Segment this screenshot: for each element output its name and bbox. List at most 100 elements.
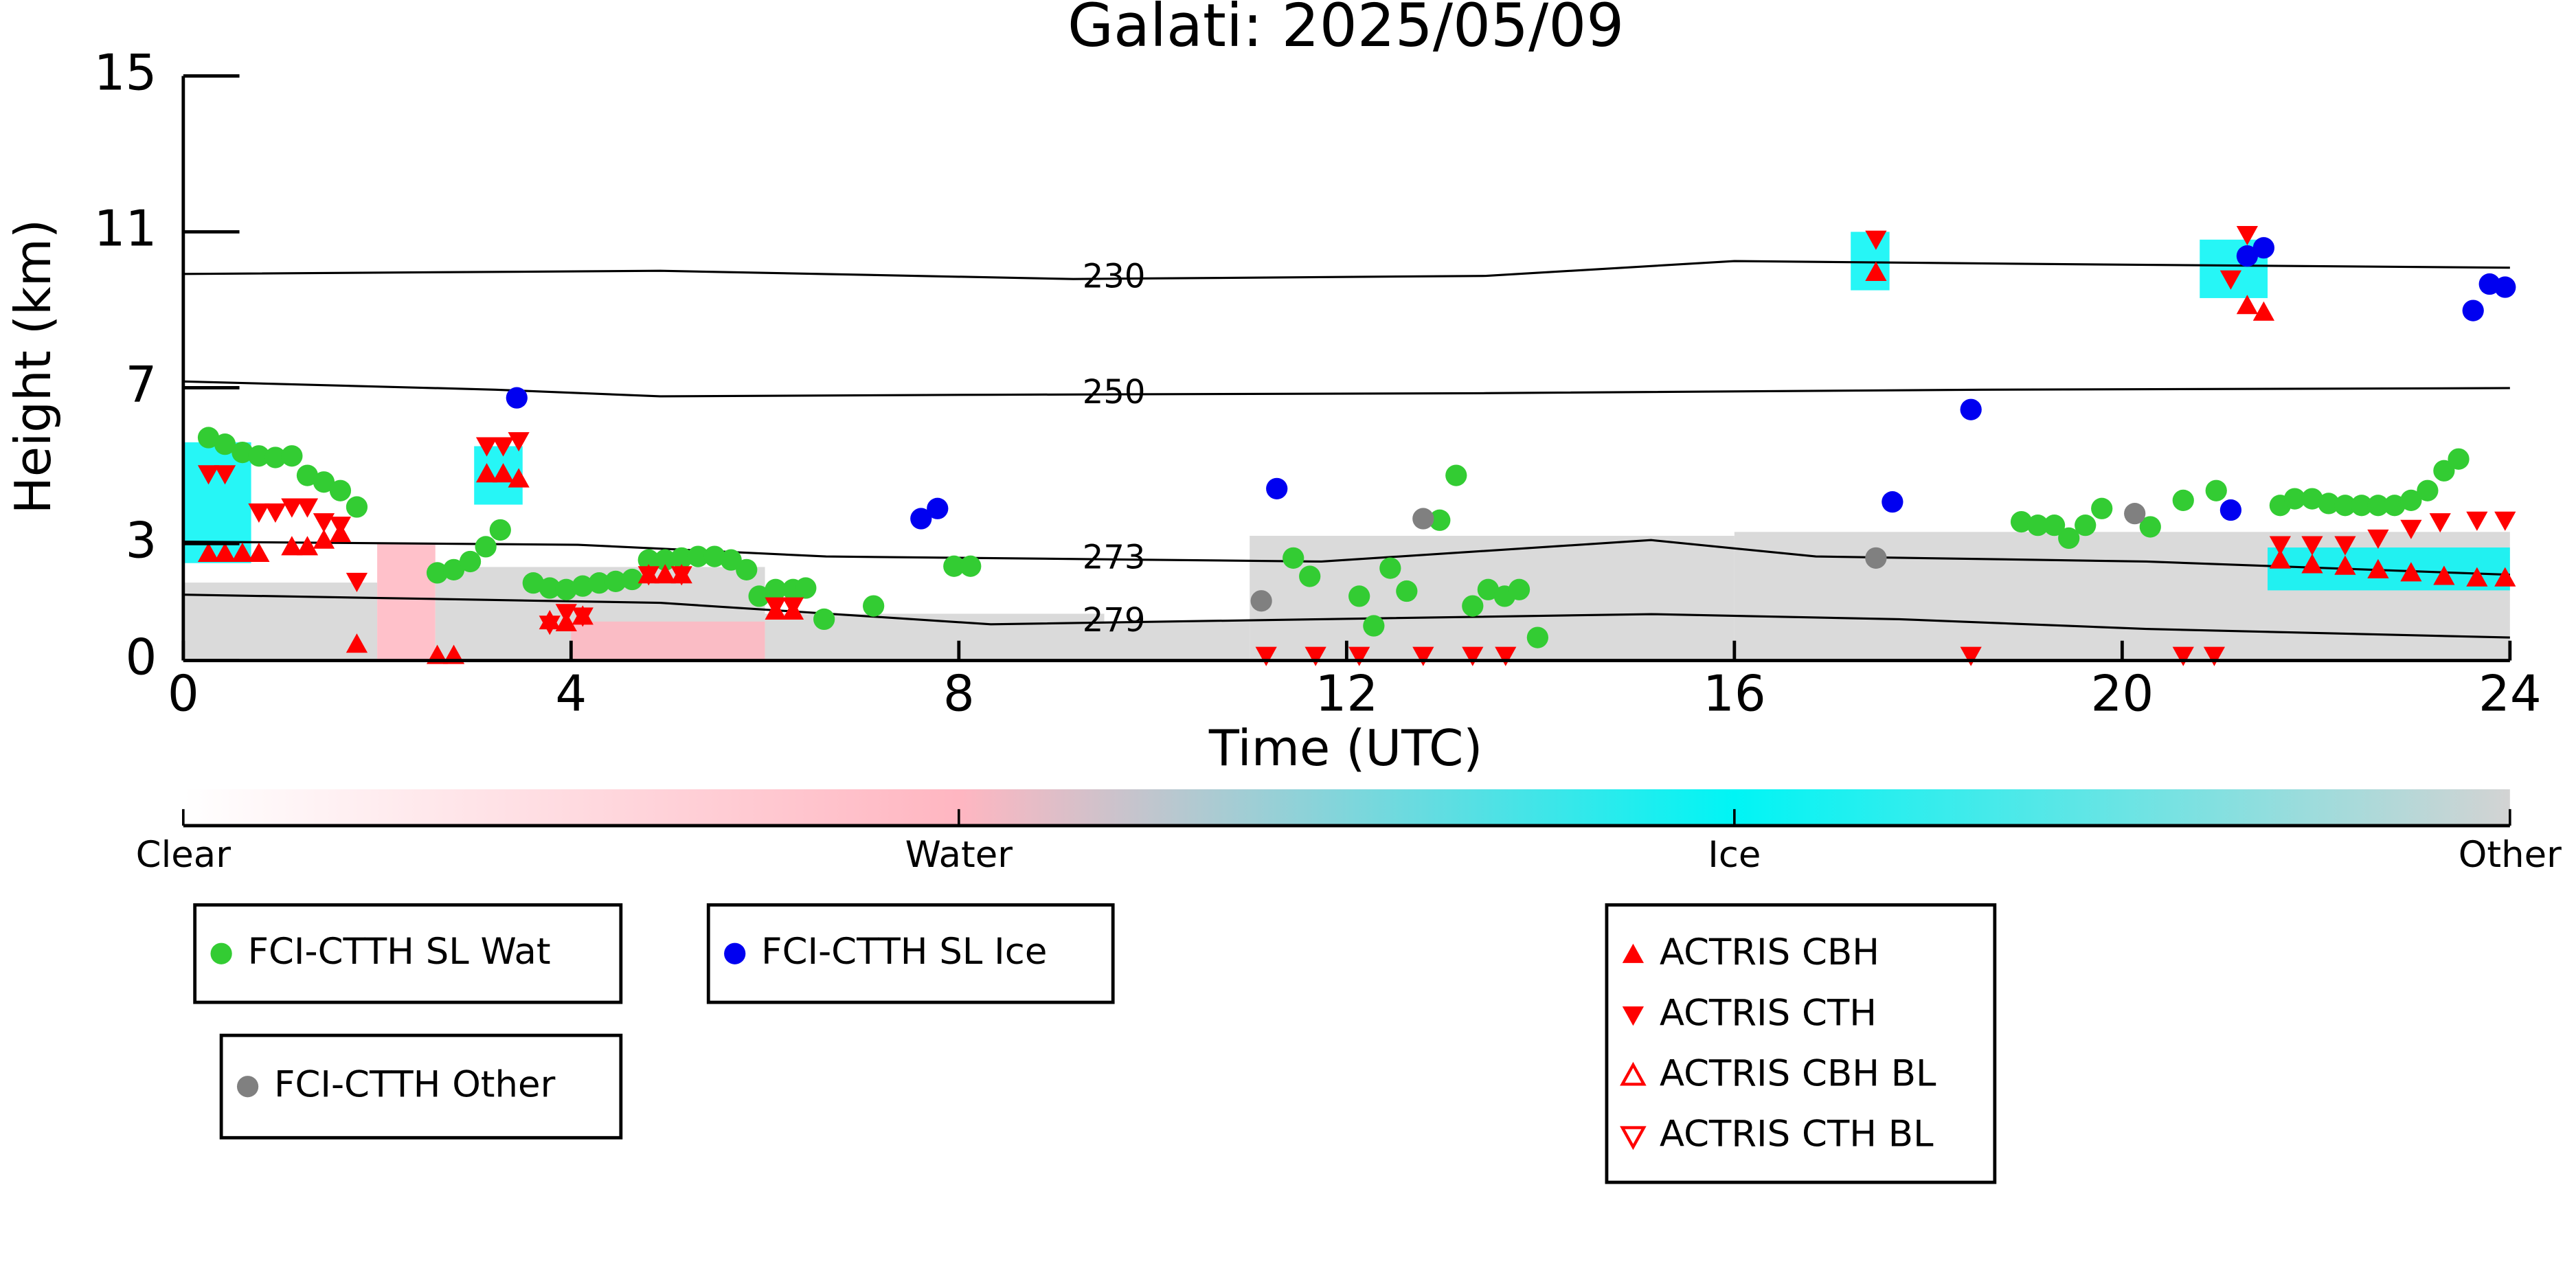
- marker: [927, 497, 949, 519]
- marker: [1363, 615, 1385, 637]
- marker: [943, 555, 965, 577]
- marker: [248, 445, 270, 467]
- marker: [2400, 519, 2422, 539]
- marker: [296, 464, 319, 486]
- x-tick-label: 16: [1703, 665, 1766, 723]
- y-tick-label: 15: [94, 45, 157, 102]
- marker: [346, 633, 368, 653]
- marker: [2318, 493, 2340, 515]
- marker: [2351, 495, 2373, 517]
- contour-label: 230: [1083, 258, 1146, 296]
- marker: [572, 575, 594, 597]
- x-tick-label: 12: [1315, 665, 1378, 723]
- marker: [248, 542, 270, 563]
- marker: [2075, 515, 2097, 536]
- colorbar: [183, 789, 2510, 826]
- marker: [1283, 547, 1304, 569]
- marker: [2334, 555, 2356, 575]
- colorbar-label: Water: [905, 834, 1013, 876]
- marker: [2367, 495, 2389, 517]
- legend-label: ACTRIS CTH BL: [1660, 1114, 1934, 1155]
- marker: [2462, 300, 2484, 321]
- marker: [2494, 511, 2516, 531]
- marker: [506, 387, 528, 409]
- marker: [2043, 515, 2066, 536]
- marker: [654, 549, 676, 571]
- marker: [2026, 515, 2049, 536]
- contour-line: [183, 260, 2510, 280]
- marker: [2433, 460, 2455, 482]
- marker: [654, 564, 676, 584]
- marker: [313, 513, 335, 533]
- marker: [214, 433, 236, 455]
- marker: [2010, 510, 2033, 533]
- marker: [2334, 536, 2356, 556]
- x-tick-label: 8: [943, 665, 975, 723]
- marker: [1445, 464, 1467, 486]
- marker: [1865, 230, 1887, 250]
- marker: [765, 578, 787, 600]
- legend-box: [193, 903, 623, 1004]
- x-tick-label: 20: [2090, 665, 2154, 723]
- y-tick-label: 3: [125, 512, 157, 569]
- marker: [459, 550, 482, 573]
- marker: [2219, 499, 2242, 521]
- marker: [2205, 479, 2227, 501]
- marker: [2400, 489, 2422, 511]
- marker: [2301, 536, 2323, 556]
- marker: [2417, 479, 2439, 501]
- marker: [605, 570, 626, 592]
- legend-marker: [1620, 1126, 1647, 1151]
- marker: [492, 463, 515, 483]
- marker: [2466, 511, 2488, 531]
- marker: [281, 498, 303, 518]
- legend: FCI-CTTH SL Ice: [706, 903, 1115, 1004]
- marker: [489, 519, 511, 541]
- colorbar-label: Other: [2459, 834, 2562, 876]
- marker: [720, 549, 742, 571]
- marker: [2494, 276, 2516, 298]
- marker: [475, 463, 498, 483]
- marker: [475, 437, 498, 457]
- cloud-field-cell: [571, 621, 765, 661]
- marker: [2172, 646, 2194, 666]
- contour-line: [183, 380, 2510, 398]
- marker: [1396, 580, 1418, 602]
- marker: [1526, 626, 1548, 648]
- marker: [637, 566, 659, 586]
- marker: [1250, 590, 1272, 612]
- marker: [2466, 567, 2488, 587]
- marker: [2252, 301, 2275, 321]
- marker: [1379, 557, 1401, 579]
- marker: [1882, 491, 1903, 513]
- legend: ACTRIS CBH ACTRIS CTH ACTRIS CBH BL ACTRIS …: [1605, 903, 1997, 1184]
- marker: [2172, 489, 2194, 511]
- legend-marker: [1620, 1061, 1647, 1086]
- legend-box: [1605, 903, 1997, 1184]
- y-tick-label: 11: [94, 201, 157, 258]
- marker: [426, 562, 449, 584]
- contour-label: 250: [1083, 373, 1146, 411]
- marker: [555, 604, 577, 624]
- x-tick-label: 4: [555, 665, 587, 723]
- contour-label: 279: [1083, 601, 1146, 640]
- marker: [572, 607, 594, 627]
- marker: [795, 577, 817, 599]
- marker: [214, 542, 236, 563]
- marker: [508, 432, 530, 452]
- marker: [588, 572, 610, 594]
- legend-label: ACTRIS CBH: [1660, 931, 1879, 973]
- legend-box: [706, 903, 1115, 1004]
- marker: [248, 503, 270, 523]
- contour-label: 273: [1083, 538, 1146, 576]
- legend-marker: [1622, 943, 1645, 963]
- x-tick-label: 0: [168, 665, 199, 723]
- marker: [670, 566, 692, 586]
- marker: [687, 545, 709, 567]
- legend-marker: [210, 942, 232, 964]
- y-tick-label: 0: [125, 629, 157, 687]
- marker: [960, 555, 982, 577]
- marker: [1299, 565, 1321, 587]
